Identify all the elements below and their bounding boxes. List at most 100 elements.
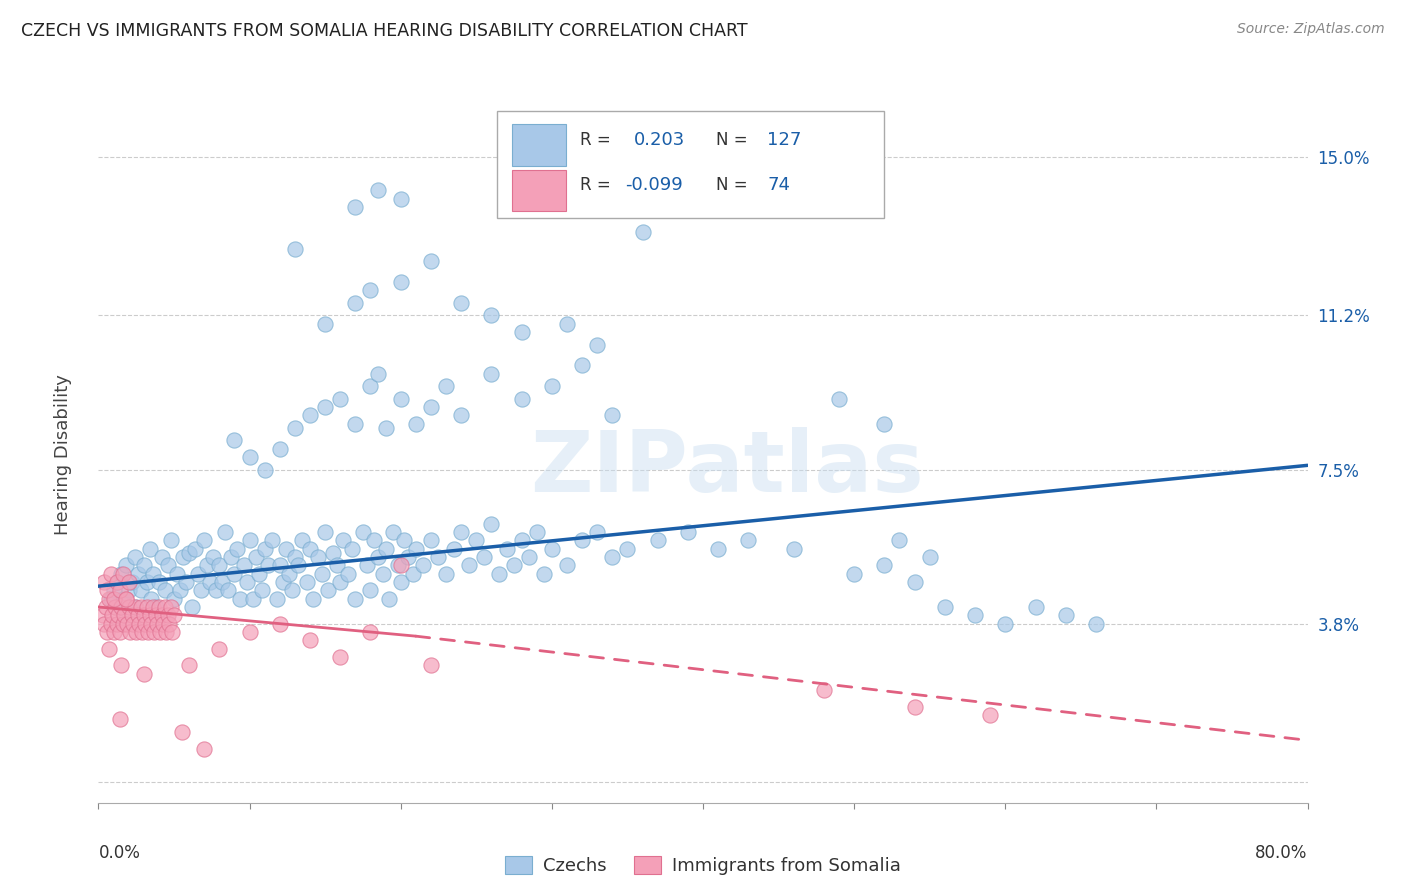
Point [190, 583, 212, 598]
Point [239, 533, 262, 548]
Point [160, 533, 183, 548]
Point [889, 533, 911, 548]
Point [405, 541, 427, 556]
Point [124, 599, 146, 614]
Text: ZIPatlas: ZIPatlas [530, 427, 924, 510]
Point [387, 558, 409, 573]
Point [105, 616, 128, 631]
Point [108, 583, 131, 598]
Point [208, 558, 231, 573]
Text: 80.0%: 80.0% [1256, 845, 1308, 863]
Point [153, 599, 176, 614]
Point [631, 225, 654, 239]
Point [111, 566, 134, 581]
Point [104, 599, 127, 614]
Point [114, 591, 136, 606]
Point [332, 533, 354, 548]
Point [360, 625, 382, 640]
Point [295, 574, 318, 589]
Point [141, 591, 163, 606]
Point [389, 558, 412, 573]
Point [389, 574, 412, 589]
Point [128, 616, 150, 631]
Point [481, 367, 503, 381]
Point [156, 608, 179, 623]
Point [110, 566, 132, 581]
Point [336, 566, 359, 581]
Point [107, 608, 129, 623]
Point [266, 591, 288, 606]
Text: R =: R = [579, 176, 616, 194]
Point [134, 616, 156, 631]
Point [510, 533, 533, 548]
Point [571, 359, 593, 373]
Point [402, 566, 425, 581]
Point [100, 566, 122, 581]
Point [965, 608, 987, 623]
Point [110, 599, 132, 614]
Point [540, 541, 562, 556]
Point [481, 309, 503, 323]
Point [145, 608, 167, 623]
Point [307, 549, 329, 564]
Point [356, 558, 378, 573]
Point [450, 296, 472, 310]
Point [602, 409, 624, 423]
Point [200, 574, 222, 589]
Point [132, 666, 155, 681]
Point [146, 616, 169, 631]
Point [96, 625, 118, 640]
Point [150, 608, 173, 623]
Point [131, 625, 153, 640]
Point [127, 566, 149, 581]
Point [148, 599, 170, 614]
Point [465, 533, 488, 548]
Point [187, 566, 209, 581]
Point [253, 462, 276, 476]
Point [115, 616, 138, 631]
FancyBboxPatch shape [512, 169, 567, 211]
Point [111, 616, 134, 631]
Point [427, 549, 450, 564]
Point [510, 325, 533, 339]
Point [844, 566, 866, 581]
Point [344, 200, 367, 214]
Point [434, 566, 457, 581]
Point [344, 417, 367, 431]
Point [737, 533, 759, 548]
Text: 74: 74 [768, 176, 790, 194]
Point [127, 608, 149, 623]
Point [118, 599, 141, 614]
Point [139, 541, 162, 556]
Point [103, 625, 125, 640]
Point [420, 533, 443, 548]
Point [443, 541, 465, 556]
Point [256, 558, 278, 573]
Point [314, 317, 336, 331]
Point [239, 450, 262, 464]
Point [163, 608, 186, 623]
Point [269, 442, 291, 456]
Point [122, 616, 145, 631]
Point [103, 583, 125, 598]
Point [103, 591, 125, 606]
Point [94, 599, 117, 614]
Point [132, 558, 155, 573]
Point [269, 616, 291, 631]
Point [150, 549, 173, 564]
Point [145, 599, 167, 614]
Point [488, 566, 510, 581]
Point [100, 591, 122, 606]
Point [329, 650, 352, 665]
Point [124, 549, 146, 564]
Point [169, 583, 191, 598]
Point [172, 549, 194, 564]
Point [344, 296, 367, 310]
Point [472, 549, 495, 564]
Point [510, 392, 533, 406]
Point [274, 541, 297, 556]
Point [1024, 599, 1046, 614]
Point [110, 658, 132, 673]
Text: -0.099: -0.099 [626, 176, 683, 194]
Point [193, 533, 215, 548]
